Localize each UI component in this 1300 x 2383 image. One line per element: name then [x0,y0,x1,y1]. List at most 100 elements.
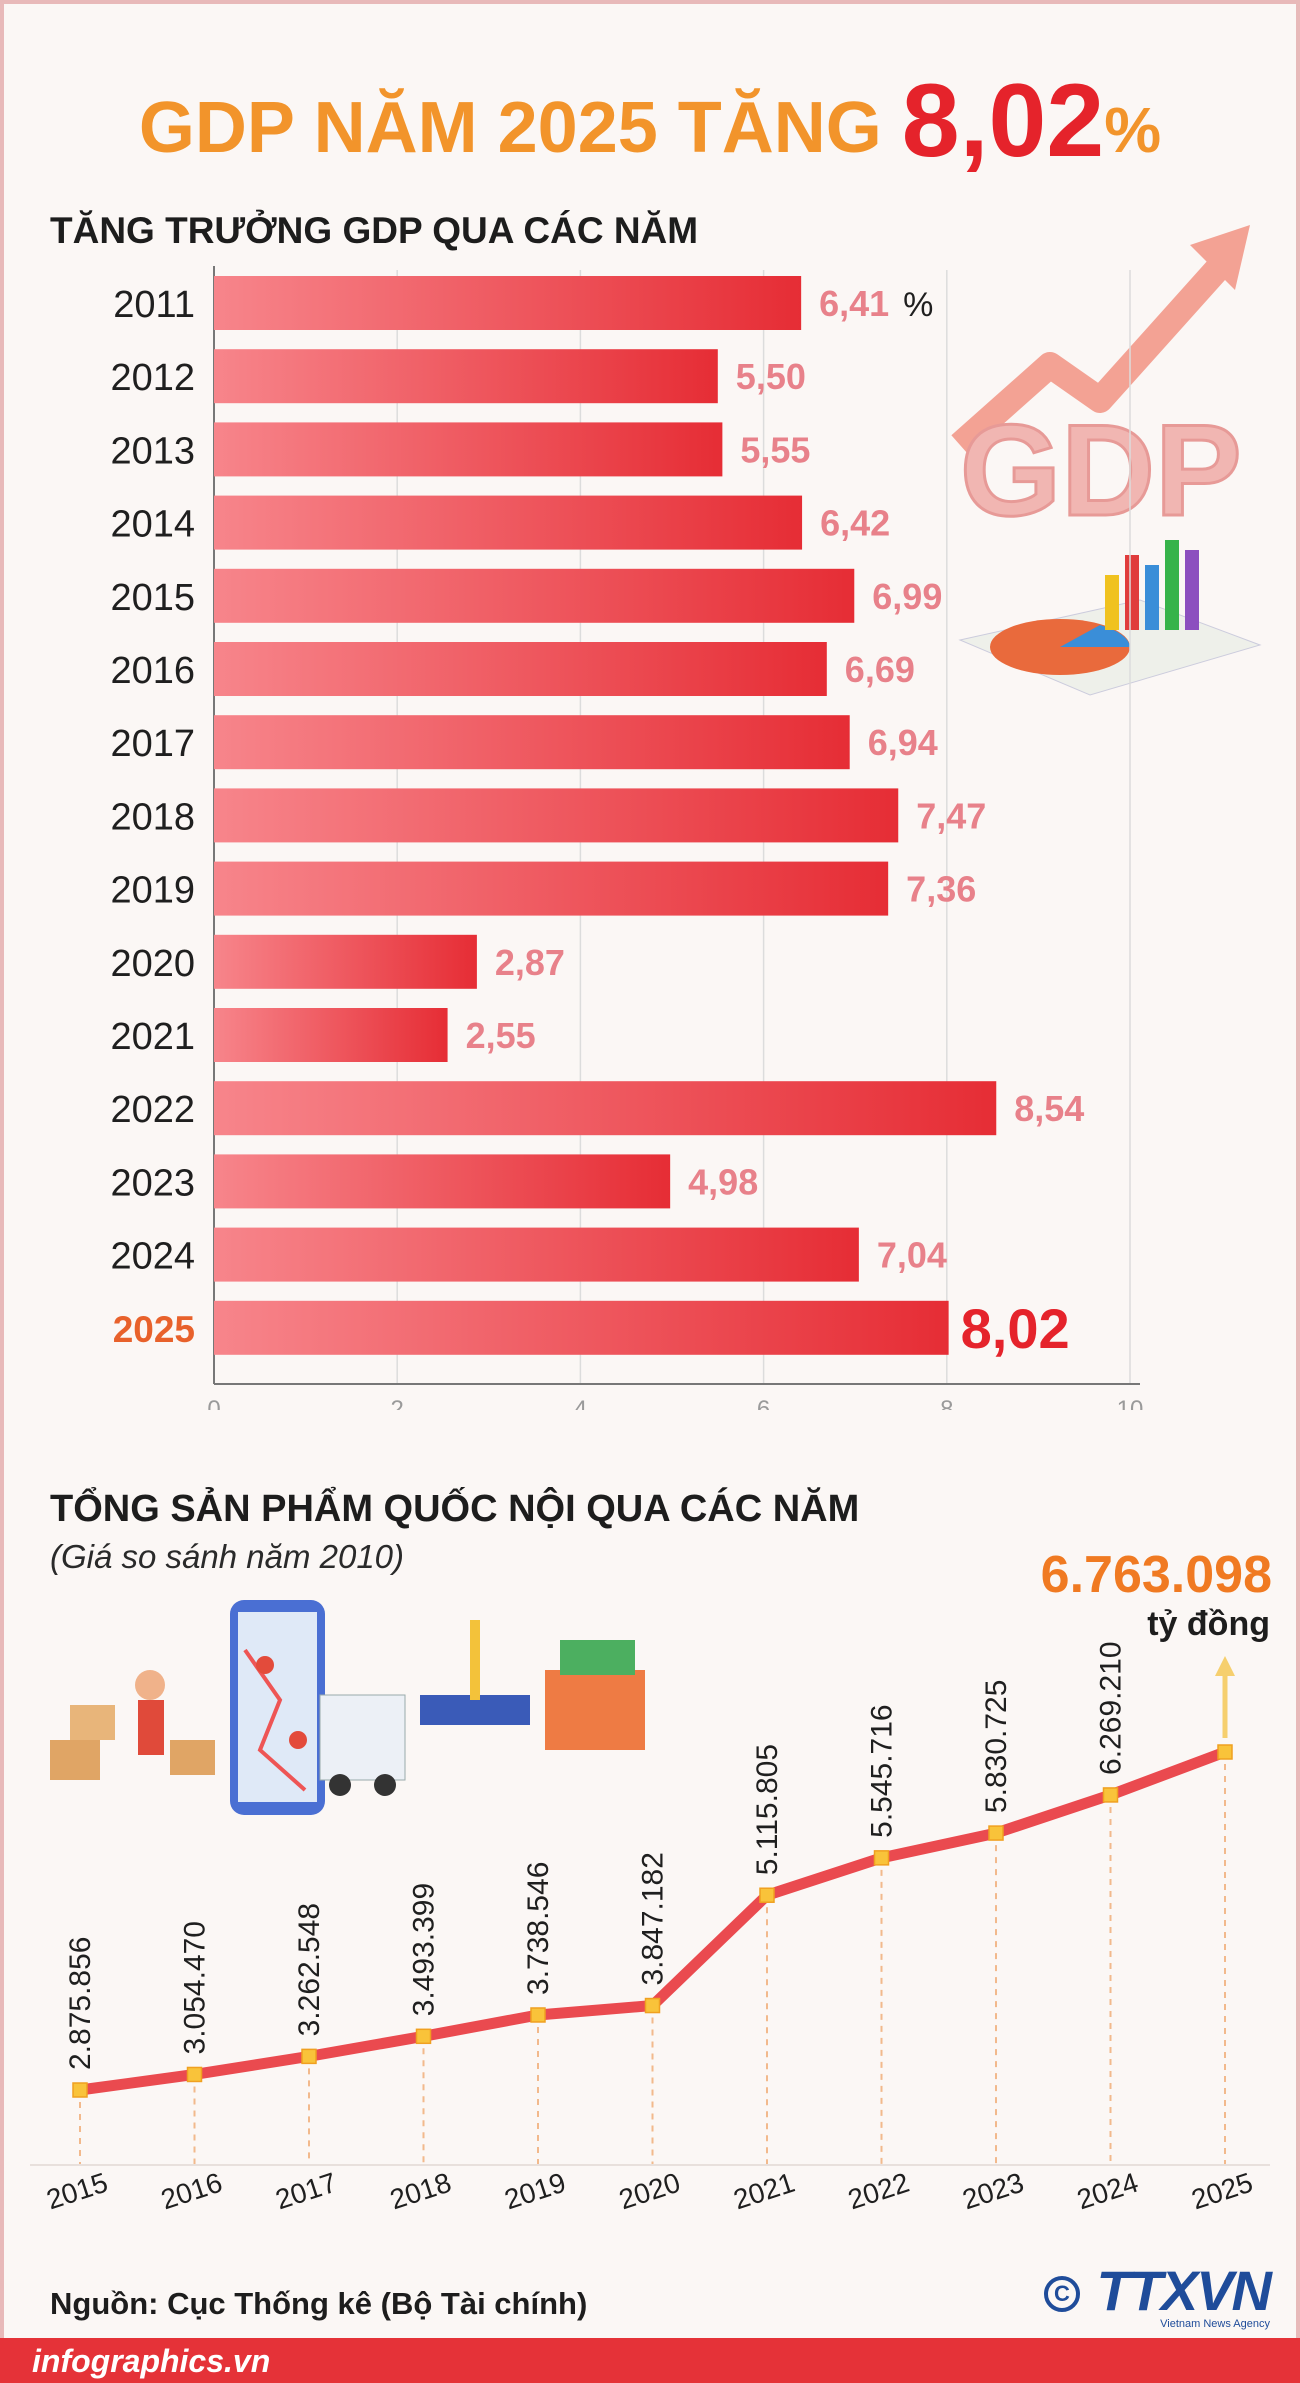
gdp-unit: tỷ đồng [1147,1605,1270,1643]
box-icon [50,1740,100,1780]
growth-bar-chart: 0 2 4 6 8 10 2011 6,41 % 2012 5,50 2013 5,55 2014 6,42… [110,266,1144,1410]
bar-category-label: 2016 [110,650,195,692]
bar-category-label: 2025 [113,1309,195,1350]
page-title: GDP NĂM 2025 TĂNG 8,02% [0,62,1300,181]
bar-value-label: 6,69 [845,649,915,690]
x-tick-label: 2015 [43,2167,112,2216]
site-link[interactable]: infographics.vn [32,2343,271,2379]
arrow-head-icon [1190,225,1250,290]
worker-icon [135,1670,165,1700]
x-tick-label: 2024 [1073,2167,1142,2216]
x-tick-label: 4 [574,1396,587,1410]
data-value-label: 5.115.805 [751,1744,784,1875]
title-text: GDP NĂM 2025 TĂNG [138,88,902,168]
bar-category-label: 2023 [110,1162,195,1204]
growth-arrow-icon [951,246,1240,455]
truck-icon [319,1694,406,1781]
bar-value-label: 6,41 [819,283,889,324]
bar [214,422,723,477]
bar [214,1081,997,1136]
bar-category-label: 2015 [110,577,195,619]
x-tick-label: 2022 [844,2167,913,2216]
bar [214,568,855,623]
data-value-label: 3.262.548 [293,1903,326,2036]
bar [214,276,802,330]
logo-subtitle: Vietnam News Agency [1160,2318,1270,2330]
bar [214,715,850,770]
data-point [759,1887,775,1903]
percent-unit-label: % [903,286,933,324]
data-point [988,1825,1004,1841]
data-value-label: 6.269.210 [1095,1641,1128,1774]
data-value-label: 3.847.182 [637,1852,670,1985]
bar-category-label: 2017 [110,723,195,765]
bar-value-label: 4,98 [688,1161,758,1202]
map-pin-icon [256,1656,274,1674]
gdp-graphic-text: GDP [960,397,1242,543]
bar [214,1300,949,1355]
data-value-label: 5.545.716 [866,1704,899,1837]
x-tick-label: 2018 [386,2167,455,2216]
bar-value-label: 2,87 [495,942,565,983]
data-point [1102,1787,1119,1803]
bar-category-label: 2018 [110,796,195,838]
x-tick-label: 2020 [615,2167,684,2216]
bar [214,349,718,404]
bar-value-label: 5,50 [736,356,806,397]
bar-value-label: 2,55 [466,1015,536,1056]
data-point [72,2082,88,2098]
bar-value-label: 7,04 [877,1235,947,1276]
bar-value-label: 6,99 [872,576,942,617]
x-tick-label: 6 [757,1396,770,1410]
container-icon [545,1670,645,1750]
gdp-chart-subtitle: (Giá so sánh năm 2010) [50,1538,405,1575]
data-value-label: 2.875.856 [64,1937,97,2070]
bar-value-label: 8,54 [1014,1088,1084,1129]
title-percent-unit: % [1104,94,1162,166]
data-value-label: 3.493.399 [408,1883,441,2016]
bar-value-label: 8,02 [961,1297,1070,1360]
bar [214,1154,671,1209]
x-tick-label: 10 [1117,1396,1144,1410]
bar-category-label: 2021 [110,1016,195,1058]
source-note: Nguồn: Cục Thống kê (Bộ Tài chính) [50,2286,588,2321]
gdp-2025-total-value: 6.763.098 [1040,1546,1272,1604]
bar [214,642,827,696]
bar [214,788,899,843]
bar-category-label: 2022 [110,1089,195,1131]
data-point [1217,1744,1233,1760]
data-point [301,2048,317,2065]
bar [214,1227,859,1282]
x-tick-label: 2023 [959,2167,1028,2216]
bar-category-label: 2011 [113,284,195,326]
x-tick-label: 2016 [157,2167,226,2216]
bar [214,1008,448,1062]
data-point [186,2066,203,2083]
bar [214,934,477,989]
bar-category-label: 2024 [110,1236,195,1278]
bar [214,495,803,550]
data-point [415,2028,432,2045]
x-tick-label: 2025 [1188,2167,1257,2216]
bar-value-label: 6,42 [820,503,890,544]
data-point [644,1997,661,2014]
bar-category-label: 2013 [110,430,195,472]
x-tick-label: 2019 [501,2167,570,2216]
bar-value-label: 7,36 [906,869,976,910]
gdp-line-chart: 2.875.856 2015 3.054.470 2016 3.262.548 2017 3… [30,1641,1270,2216]
data-value-label: 5.830.725 [980,1680,1013,1813]
copyright-icon: C [1044,2276,1080,2312]
bar-graphic-icon [1105,575,1119,630]
bar-value-label: 5,55 [740,429,810,470]
x-tick-label: 2 [391,1396,404,1410]
bar-category-label: 2020 [110,943,195,985]
x-tick-label: 2017 [272,2167,341,2216]
bar-category-label: 2014 [110,504,195,546]
data-value-label: 3.054.470 [179,1921,212,2054]
total-arrow-head-icon [1215,1656,1235,1676]
bar-value-label: 6,94 [868,722,938,763]
x-tick-label: 0 [207,1396,220,1410]
bar [214,861,889,916]
bar-category-label: 2012 [110,357,195,399]
gdp-chart-title: TỔNG SẢN PHẨM QUỐC NỘI QUA CÁC NĂM [50,1488,860,1530]
